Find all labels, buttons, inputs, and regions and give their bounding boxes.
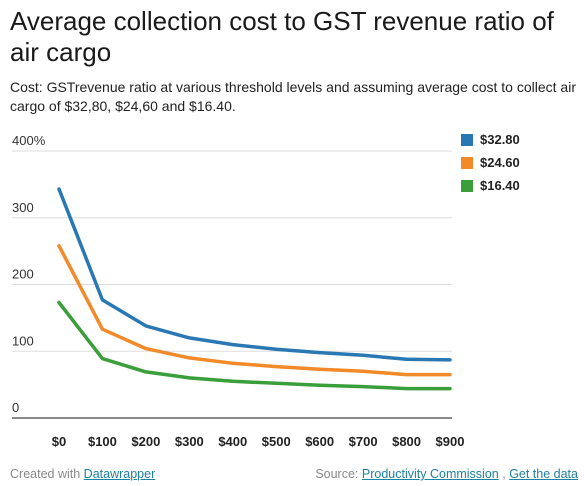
x-tick-label: $700	[349, 434, 378, 449]
series-layer	[57, 187, 452, 391]
y-tick-label: 300	[12, 200, 34, 215]
x-tick-label: $900	[436, 434, 465, 449]
x-tick-label: $600	[305, 434, 334, 449]
y-tick-label: 400%	[12, 133, 46, 148]
x-tick-label: $300	[175, 434, 204, 449]
legend-swatch-16-40	[461, 179, 473, 192]
y-tick-label: 0	[12, 400, 19, 415]
x-tick-label: $500	[262, 434, 291, 449]
chart-subtitle: Cost: GSTrevenue ratio at various thresh…	[10, 79, 576, 114]
grid-layer	[12, 150, 452, 419]
chart-title: Average collection cost to GST revenue r…	[10, 6, 554, 67]
series-line-3	[57, 300, 452, 391]
legend-item-24-60: $24.60	[461, 151, 520, 174]
footer-created-prefix: Created with	[10, 467, 81, 481]
y-tick-label: 100	[12, 333, 34, 348]
x-tick-label: $400	[218, 434, 247, 449]
legend: $32.80 $24.60 $16.40	[461, 128, 520, 197]
legend-label-32-80: $32.80	[480, 132, 520, 147]
legend-swatch-24-60	[461, 156, 473, 169]
y-tick-labels: 0 100 200 300 400%	[12, 133, 46, 415]
y-tick-label: 200	[12, 267, 34, 282]
x-tick-label: $0	[52, 434, 66, 449]
series-line-1	[57, 187, 452, 362]
x-tick-labels: $0 $100 $200 $300 $400 $500 $600 $700 $800 $900	[52, 434, 465, 449]
legend-label-16-40: $16.40	[480, 178, 520, 193]
get-the-data-link[interactable]: Get the data	[509, 467, 578, 481]
x-tick-label: $800	[392, 434, 421, 449]
datawrapper-link[interactable]: Datawrapper	[83, 467, 156, 481]
legend-item-16-40: $16.40	[461, 174, 520, 197]
footer-source: Source: Productivity Commission , Get th…	[315, 467, 578, 481]
source-link[interactable]: Productivity Commission	[361, 467, 499, 481]
footer-created: Created with Datawrapper	[10, 467, 155, 481]
legend-label-24-60: $24.60	[480, 155, 520, 170]
footer-source-prefix: Source:	[315, 467, 359, 481]
legend-swatch-32-80	[461, 133, 473, 146]
x-tick-label: $200	[131, 434, 160, 449]
footer-source-separator: ,	[502, 467, 506, 481]
x-tick-label: $100	[88, 434, 117, 449]
legend-item-32-80: $32.80	[461, 128, 520, 151]
series-line-2	[57, 244, 452, 377]
